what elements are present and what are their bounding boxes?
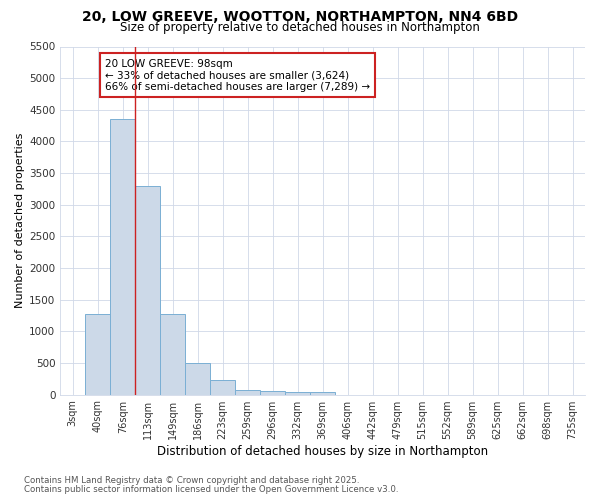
Text: Contains HM Land Registry data © Crown copyright and database right 2025.: Contains HM Land Registry data © Crown c…: [24, 476, 359, 485]
Y-axis label: Number of detached properties: Number of detached properties: [15, 133, 25, 308]
Text: 20, LOW GREEVE, WOOTTON, NORTHAMPTON, NN4 6BD: 20, LOW GREEVE, WOOTTON, NORTHAMPTON, NN…: [82, 10, 518, 24]
Bar: [310, 392, 335, 394]
Bar: [260, 391, 285, 394]
Bar: [185, 363, 210, 394]
Text: 20 LOW GREEVE: 98sqm
← 33% of detached houses are smaller (3,624)
66% of semi-de: 20 LOW GREEVE: 98sqm ← 33% of detached h…: [105, 58, 370, 92]
Bar: [160, 314, 185, 394]
Bar: [85, 314, 110, 394]
Bar: [210, 380, 235, 394]
Bar: [235, 390, 260, 394]
Text: Size of property relative to detached houses in Northampton: Size of property relative to detached ho…: [120, 21, 480, 34]
Bar: [285, 392, 310, 394]
Text: Contains public sector information licensed under the Open Government Licence v3: Contains public sector information licen…: [24, 485, 398, 494]
Bar: [110, 120, 135, 394]
X-axis label: Distribution of detached houses by size in Northampton: Distribution of detached houses by size …: [157, 444, 488, 458]
Bar: [135, 186, 160, 394]
